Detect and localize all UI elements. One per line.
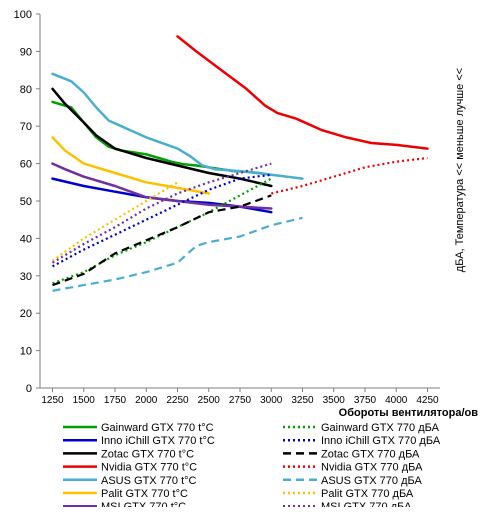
y-tick-label: 60: [20, 159, 32, 171]
x-tick-label: 4000: [385, 395, 408, 406]
legend-label: Inno iChill GTX 770 t°C: [101, 435, 215, 447]
legend-label: ASUS GTX 770 дБА: [321, 475, 422, 487]
legend-label: Nvidia GTX 770 дБА: [321, 462, 423, 474]
series-line: [52, 194, 272, 287]
x-tick-label: 3250: [291, 395, 314, 406]
legend-label: Zotac GTX 770 дБА: [321, 448, 420, 460]
y-tick-label: 30: [20, 271, 32, 283]
legend-label: Gainward GTX 770 дБА: [321, 422, 440, 434]
x-tick-label: 1750: [104, 395, 127, 406]
series-line: [52, 216, 303, 292]
series-line: [51, 162, 272, 264]
series-line: [176, 35, 429, 150]
series-line: [271, 156, 428, 195]
series-line: [52, 177, 272, 285]
x-tick-label: 3500: [323, 395, 346, 406]
x-tick-label: 2500: [198, 395, 221, 406]
series-line: [51, 173, 272, 268]
legend-label: Gainward GTX 770 t°C: [101, 422, 214, 434]
legend-label: Palit GTX 770 t°C: [101, 488, 188, 500]
series-line: [51, 136, 211, 195]
x-tick-label: 3000: [260, 395, 283, 406]
y-tick-label: 20: [20, 308, 32, 320]
chart-axes: [39, 14, 440, 389]
legend-label: Inno iChill GTX 770 дБА: [321, 435, 441, 447]
legend-label: Zotac GTX 770 t°C: [101, 448, 194, 460]
legend-label: MSI GTX 770 дБА: [321, 501, 412, 507]
x-axis-label: Обороты вентилятора/ов: [339, 407, 479, 419]
chart-series: [51, 35, 429, 292]
y-tick-label: 0: [26, 383, 32, 395]
y-tick-label: 50: [20, 196, 32, 208]
y-tick-label: 100: [14, 9, 32, 21]
series-line: [51, 162, 273, 210]
series-line: [51, 181, 179, 262]
x-tick-label: 2750: [229, 395, 252, 406]
y-axis-label-right: дБА, Температура << меньше лучше <<: [454, 68, 466, 272]
x-tick-label: 3750: [354, 395, 377, 406]
x-tick-label: 2250: [166, 395, 189, 406]
chart-ticks: 0 10 20 30 40 50 60 70 80 90 100 1250 1500 1750 2000 22…: [14, 9, 439, 406]
legend-label: Nvidia GTX 770 t°C: [101, 462, 197, 474]
legend-label: ASUS GTX 770 t°C: [101, 475, 197, 487]
y-tick-label: 70: [20, 121, 32, 133]
legend-label: Palit GTX 770 дБА: [321, 488, 414, 500]
x-tick-label: 2000: [135, 395, 158, 406]
x-tick-label: 1250: [41, 395, 64, 406]
x-tick-label: 4250: [416, 395, 439, 406]
y-tick-label: 40: [20, 233, 32, 245]
legend-label: MSI GTX 770 t°C: [101, 501, 186, 507]
y-tick-label: 90: [20, 46, 32, 58]
y-tick-label: 80: [20, 84, 32, 96]
y-tick-label: 10: [20, 346, 32, 358]
x-tick-label: 1500: [73, 395, 96, 406]
series-line: [51, 72, 304, 180]
series-line: [51, 87, 273, 188]
